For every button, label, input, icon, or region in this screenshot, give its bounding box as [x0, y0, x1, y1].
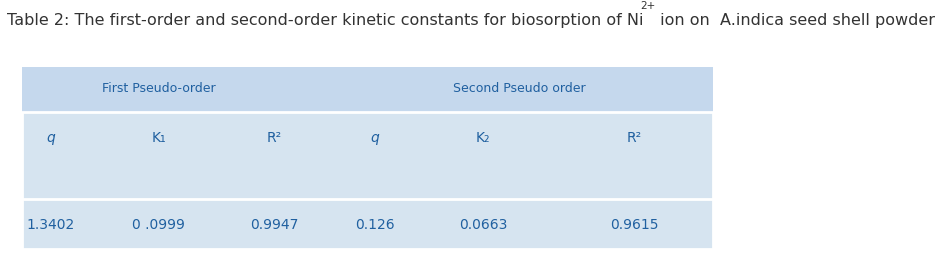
FancyBboxPatch shape: [22, 68, 713, 113]
Text: Table 2: The first-order and second-order kinetic constants for biosorption of N: Table 2: The first-order and second-orde…: [7, 13, 643, 28]
Text: 0 .0999: 0 .0999: [132, 217, 185, 231]
Text: K₁: K₁: [151, 131, 165, 145]
Text: 1.3402: 1.3402: [26, 217, 75, 231]
Text: q: q: [46, 131, 55, 145]
Text: 0.9615: 0.9615: [610, 217, 658, 231]
Text: 2+: 2+: [640, 1, 655, 11]
Text: ion on  A.indica seed shell powder: ion on A.indica seed shell powder: [655, 13, 935, 28]
Text: R²: R²: [626, 131, 641, 145]
Text: 0.9947: 0.9947: [250, 217, 298, 231]
Text: 0.0663: 0.0663: [459, 217, 507, 231]
FancyBboxPatch shape: [22, 68, 713, 249]
Text: R²: R²: [266, 131, 281, 145]
Text: First Pseudo-order: First Pseudo-order: [102, 81, 215, 94]
Text: q: q: [370, 131, 379, 145]
Text: 0.126: 0.126: [355, 217, 395, 231]
Text: K₂: K₂: [476, 131, 490, 145]
Text: Second Pseudo order: Second Pseudo order: [453, 81, 585, 94]
